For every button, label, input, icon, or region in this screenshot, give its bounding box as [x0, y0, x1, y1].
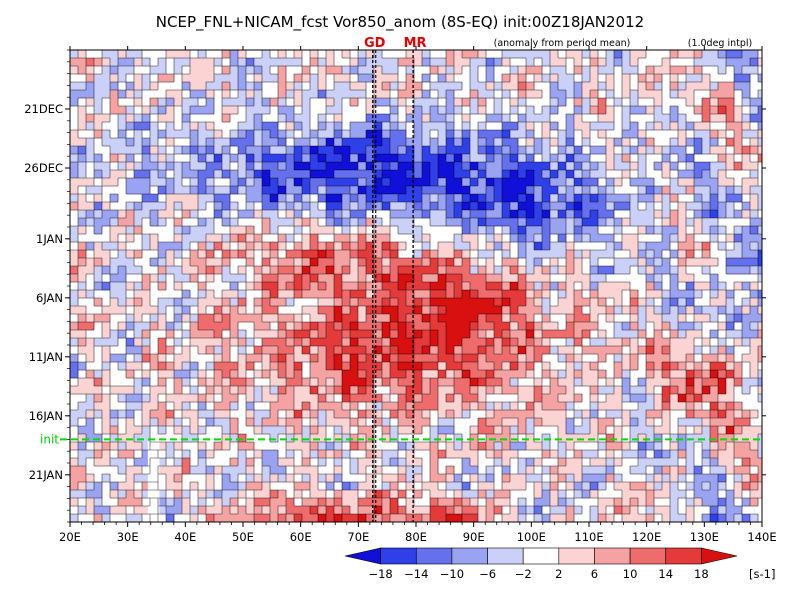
colorbar-tick-label: 14 — [658, 567, 673, 581]
colorbar-swatch — [665, 547, 702, 565]
x-tick-label: 50E — [232, 530, 254, 544]
x-tick-label: 90E — [463, 530, 485, 544]
colorbar-tick-label: 10 — [623, 567, 638, 581]
chart-subtitle-left: (anomaly from period mean) — [494, 38, 631, 49]
y-tick-label: 21DEC — [24, 102, 63, 116]
colorbar-tick-label: 2 — [555, 567, 562, 581]
y-tick-label: 21JAN — [29, 468, 63, 482]
y-tick-label: 6JAN — [36, 291, 63, 305]
chart-title: NCEP_FNL+NICAM_fcst Vor850_anom (8S-EQ) … — [156, 13, 644, 32]
y-axis: 21DEC 26DEC 1JAN 6JAN 11JAN 16JAN 21JAN — [24, 49, 766, 523]
colorbar-tick-label: −18 — [368, 567, 392, 581]
ref-label-gd: GD — [364, 36, 386, 51]
x-tick-label: 40E — [174, 530, 196, 544]
x-tick-label: 100E — [517, 530, 546, 544]
y-tick-label: 16JAN — [29, 409, 63, 423]
colorbar-swatch — [522, 547, 560, 565]
missing-data-band — [147, 441, 160, 522]
x-tick-label: 120E — [632, 530, 661, 544]
y-tick-label: 11JAN — [29, 350, 63, 364]
colorbar-unit: [s-1] — [749, 567, 775, 581]
y-tick-label: 1JAN — [36, 232, 63, 246]
colorbar-swatch — [451, 547, 488, 565]
colorbar: −18 −14 −10 −6 −2 2 6 10 14 18 [s-1] — [344, 547, 775, 581]
reference-lines: GD MR — [364, 36, 427, 522]
x-tick-label: 60E — [290, 530, 312, 544]
colorbar-swatch — [380, 547, 417, 565]
x-tick-label: 140E — [747, 530, 776, 544]
chart-subtitle-right: (1.0deg intpl) — [688, 38, 753, 49]
colorbar-swatch — [344, 547, 381, 565]
colorbar-tick-label: −10 — [440, 567, 464, 581]
colorbar-swatch — [558, 547, 595, 565]
x-tick-label: 20E — [59, 530, 81, 544]
colorbar-tick-label: 6 — [591, 567, 598, 581]
colorbar-swatch — [594, 547, 631, 565]
colorbar-swatch — [629, 547, 667, 565]
vorticity-field — [70, 50, 762, 522]
x-tick-label: 80E — [405, 530, 427, 544]
x-tick-label: 110E — [574, 530, 603, 544]
colorbar-swatch — [415, 547, 453, 565]
colorbar-tick-label: −6 — [479, 567, 496, 581]
colorbar-swatch — [487, 547, 524, 565]
ref-label-mr: MR — [404, 36, 427, 51]
colorbar-tick-label: 18 — [694, 567, 709, 581]
x-axis: 20E 30E 40E 50E 60E 70E 80E 90E 100E 110E 120E 130E… — [59, 46, 777, 544]
contour-lines — [70, 50, 762, 522]
x-tick-label: 70E — [347, 530, 369, 544]
x-tick-label: 30E — [117, 530, 139, 544]
colorbar-tick-label: −2 — [515, 567, 532, 581]
colorbar-tick-label: −14 — [404, 567, 428, 581]
x-tick-label: 130E — [690, 530, 719, 544]
init-label: init — [40, 432, 59, 446]
colorbar-swatch — [701, 547, 738, 565]
y-tick-label: 26DEC — [24, 161, 63, 175]
